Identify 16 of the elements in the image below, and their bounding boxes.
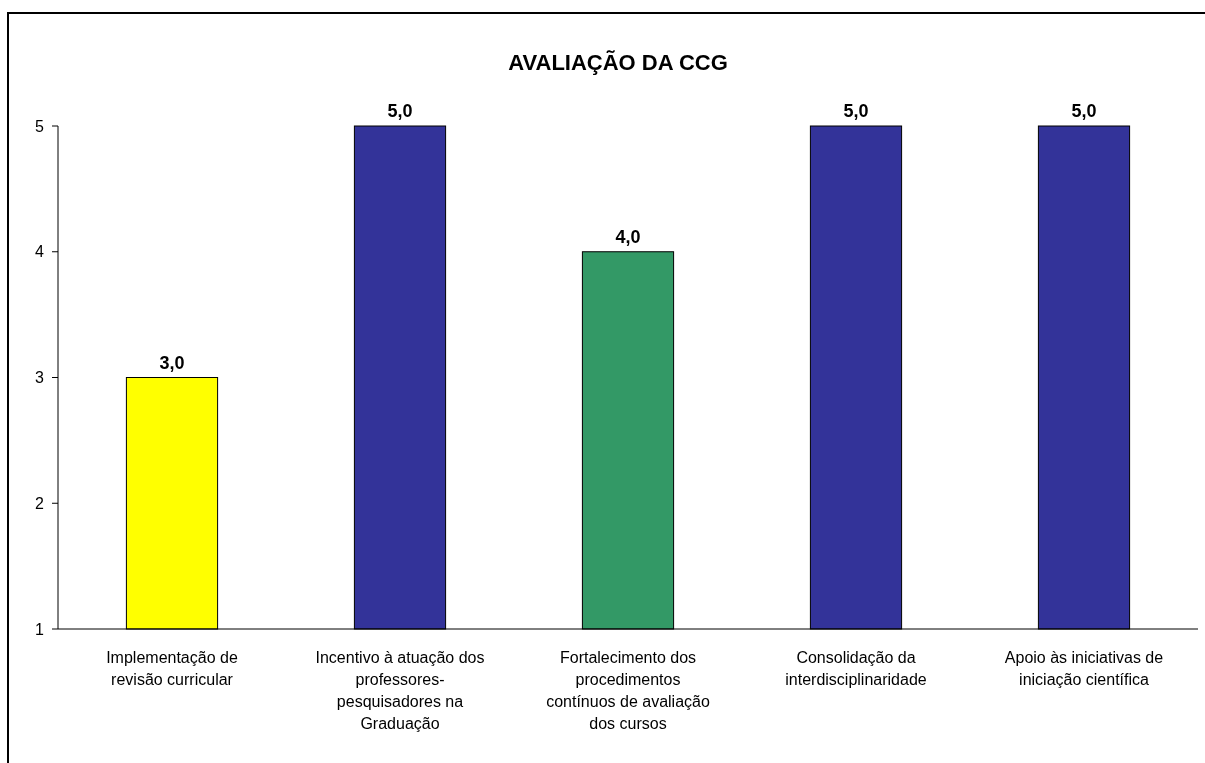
x-tick-label: Implementação de revisão curricular bbox=[106, 649, 238, 688]
data-label: 4,0 bbox=[615, 226, 641, 247]
data-label: 5,0 bbox=[387, 101, 413, 121]
x-tick-label: Consolidação da interdisciplinaridade bbox=[785, 649, 927, 688]
y-tick-label: 4 bbox=[35, 243, 45, 261]
data-label: 5,0 bbox=[843, 101, 869, 121]
data-label: 3,0 bbox=[159, 352, 185, 373]
x-tick-label: Fortalecimento dos procedimentos contínuos de avaliação dos cursos bbox=[546, 649, 710, 732]
y-tick-label: 2 bbox=[35, 494, 45, 512]
data-label: 5,0 bbox=[1071, 101, 1097, 121]
y-tick-label: 1 bbox=[35, 620, 45, 638]
y-tick-label: 5 bbox=[35, 117, 45, 135]
x-tick-label: Incentivo à atuação dos professores-pesquisadores na Graduação bbox=[315, 649, 485, 732]
y-tick-label: 3 bbox=[35, 369, 45, 387]
chart-title: AVALIAÇÃO DA CCG bbox=[508, 50, 728, 75]
x-tick-label: Apoio às iniciativas de iniciação científica bbox=[1004, 649, 1164, 688]
